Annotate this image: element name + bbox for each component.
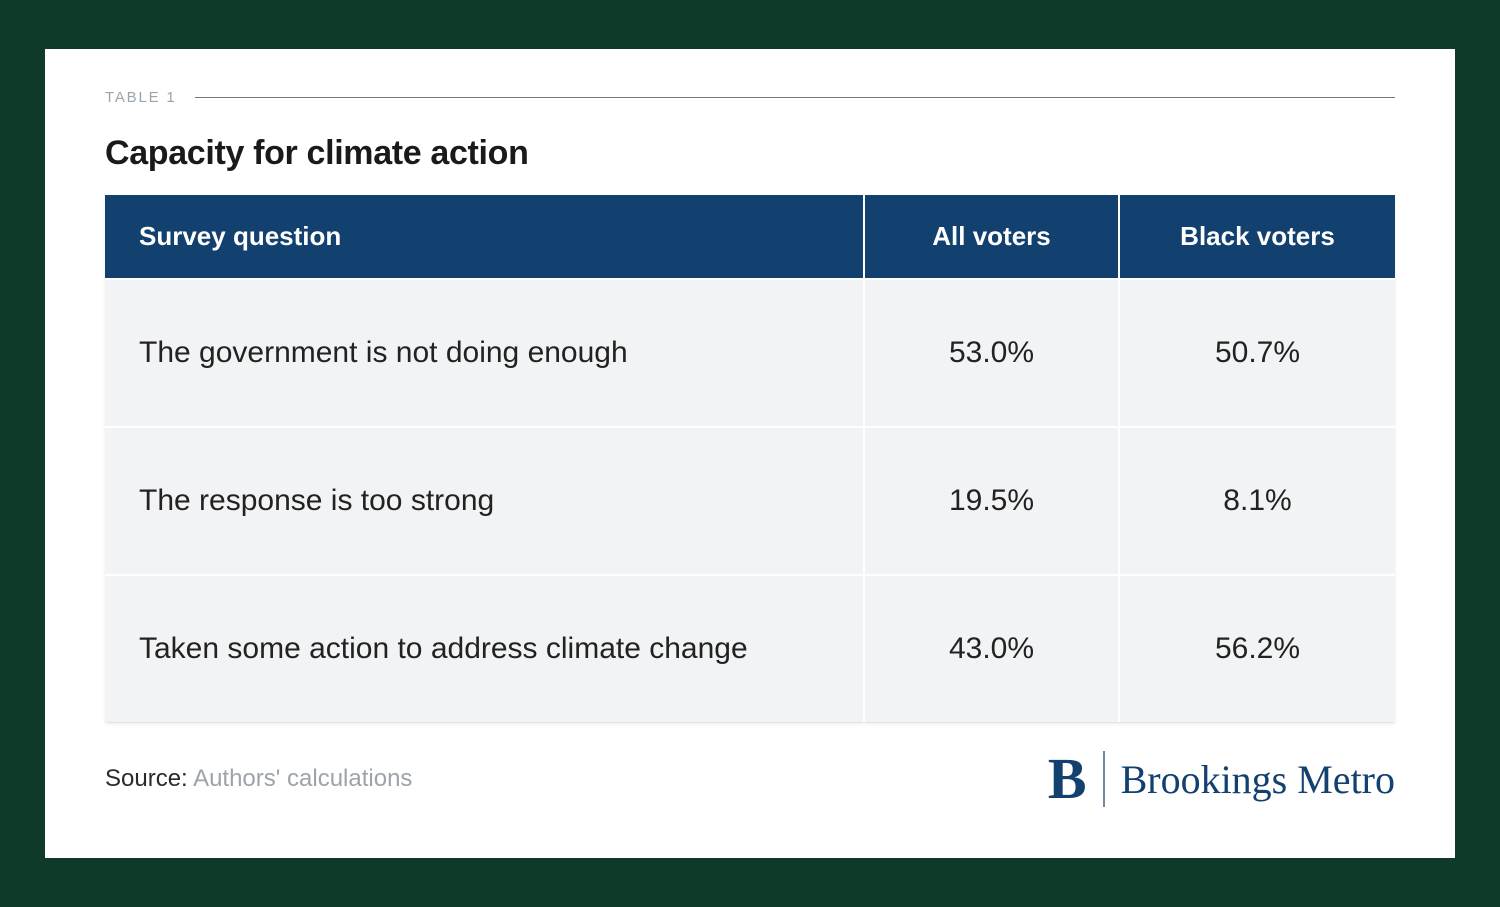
- cell-black-voters: 8.1%: [1120, 426, 1395, 574]
- cell-all-voters: 19.5%: [865, 426, 1120, 574]
- col-header-black-voters: Black voters: [1120, 195, 1395, 278]
- table-row: The response is too strong 19.5% 8.1%: [105, 426, 1395, 574]
- source-line: Source: Authors' calculations: [105, 765, 412, 793]
- table-number: TABLE 1: [105, 89, 177, 106]
- overline-row: TABLE 1: [105, 89, 1395, 106]
- data-table: Survey question All voters Black voters …: [105, 195, 1395, 722]
- cell-all-voters: 53.0%: [865, 278, 1120, 426]
- cell-all-voters: 43.0%: [865, 574, 1120, 722]
- overline-rule: [195, 97, 1395, 98]
- source-label: Source:: [105, 765, 188, 792]
- table-header-row: Survey question All voters Black voters: [105, 195, 1395, 278]
- cell-black-voters: 50.7%: [1120, 278, 1395, 426]
- table-row: The government is not doing enough 53.0%…: [105, 278, 1395, 426]
- figure-title: Capacity for climate action: [105, 134, 1395, 173]
- brand-name: Brookings Metro: [1121, 756, 1395, 803]
- brand-separator: [1103, 751, 1105, 807]
- cell-question: The response is too strong: [105, 426, 865, 574]
- source-text: Authors' calculations: [193, 765, 412, 792]
- brand-lockup: B Brookings Metro: [1048, 750, 1395, 808]
- cell-black-voters: 56.2%: [1120, 574, 1395, 722]
- table-row: Taken some action to address climate cha…: [105, 574, 1395, 722]
- cell-question: The government is not doing enough: [105, 278, 865, 426]
- figure-footer: Source: Authors' calculations B Brooking…: [105, 750, 1395, 808]
- col-header-all-voters: All voters: [865, 195, 1120, 278]
- brand-mark-icon: B: [1048, 750, 1087, 808]
- col-header-question: Survey question: [105, 195, 865, 278]
- figure-card: TABLE 1 Capacity for climate action Surv…: [45, 49, 1455, 858]
- cell-question: Taken some action to address climate cha…: [105, 574, 865, 722]
